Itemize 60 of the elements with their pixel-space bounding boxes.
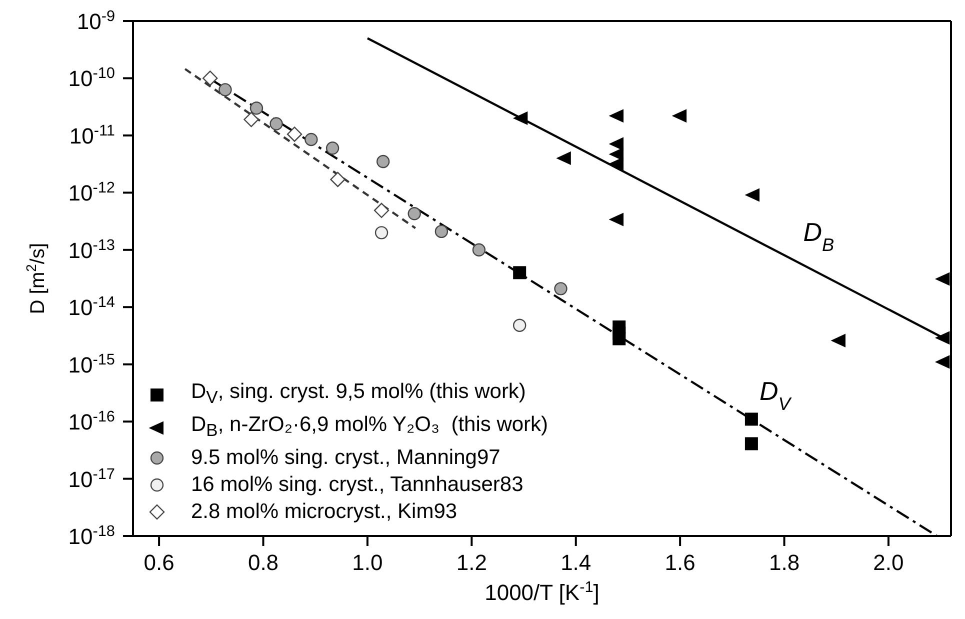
- point: [936, 355, 950, 368]
- y-tick-label: 10$^{-15}$: [68, 350, 115, 378]
- point: [434, 224, 448, 238]
- point: [218, 83, 232, 96]
- legend-label: D$_{V}$, sing. cryst. 9,5 mol% (this work): [191, 379, 526, 410]
- legend-label: 9.5 mol% sing. cryst., Manning97: [191, 445, 500, 472]
- point: [610, 212, 624, 226]
- point: [244, 112, 259, 128]
- point: [513, 266, 526, 280]
- legend-label: 2.8 mol% microcryst., Kim93: [191, 499, 458, 526]
- legend-label: 16 mol% sing. cryst., Tannhauser83: [191, 472, 524, 498]
- point: [270, 117, 283, 130]
- point: [936, 331, 950, 344]
- x-tick-label: 1.2: [456, 550, 487, 575]
- y-tick-label: 10$^{-17}$: [68, 465, 115, 492]
- point: [556, 152, 571, 165]
- x-tick-label: 0.6: [144, 550, 174, 575]
- point: [612, 332, 626, 346]
- point: [610, 157, 624, 170]
- point: [610, 148, 624, 161]
- point: [610, 109, 624, 122]
- point: [376, 154, 390, 168]
- annotation: D$_{V}$: [759, 376, 792, 414]
- point: [744, 437, 758, 450]
- y-tick-label: 10$^{-18}$: [68, 522, 115, 549]
- point: [326, 142, 340, 155]
- point: [610, 137, 624, 150]
- y-tick-label: 10$^{-16}$: [68, 408, 115, 435]
- point: [512, 318, 526, 332]
- point: [374, 202, 390, 218]
- point: [514, 112, 528, 125]
- y-tick-label: 10$^{-11}$: [69, 122, 115, 148]
- y-tick-label: 10$^{-10}$: [68, 64, 115, 92]
- point: [408, 207, 421, 220]
- x-tick-label: 1.6: [664, 550, 696, 575]
- point: [554, 282, 568, 296]
- point: [286, 126, 302, 142]
- x-tick-label: 0.8: [248, 550, 279, 575]
- point: [746, 188, 760, 202]
- point: [744, 412, 758, 426]
- annotation: D$_{B}$: [803, 216, 834, 255]
- y-tick-label: 10$^{-13}$: [68, 236, 115, 263]
- point: [374, 226, 388, 240]
- x-tick-label: 1.0: [352, 550, 383, 575]
- x-tick-label: 2.0: [873, 550, 904, 575]
- y-tick-label: 10$^{-14}$: [68, 294, 116, 320]
- legend-label: D$_{B}$, n-ZrO₂·6,9 mol% Y₂O₃ (this work): [191, 412, 548, 442]
- x-tick-label: 1.4: [560, 550, 592, 575]
- point: [330, 172, 346, 188]
- point: [672, 109, 687, 122]
- point: [936, 272, 950, 286]
- y-tick-label: 10$^{-12}$: [68, 179, 115, 206]
- point: [304, 132, 318, 146]
- y-tick-label: 10$^{-9}$: [76, 8, 115, 34]
- point: [472, 243, 486, 256]
- x-tick-label: 1.8: [768, 550, 800, 575]
- x-axis-title: 1000/T [K$^{-1}$]: [484, 578, 600, 605]
- point: [250, 102, 264, 115]
- point: [202, 70, 218, 86]
- point: [831, 334, 846, 348]
